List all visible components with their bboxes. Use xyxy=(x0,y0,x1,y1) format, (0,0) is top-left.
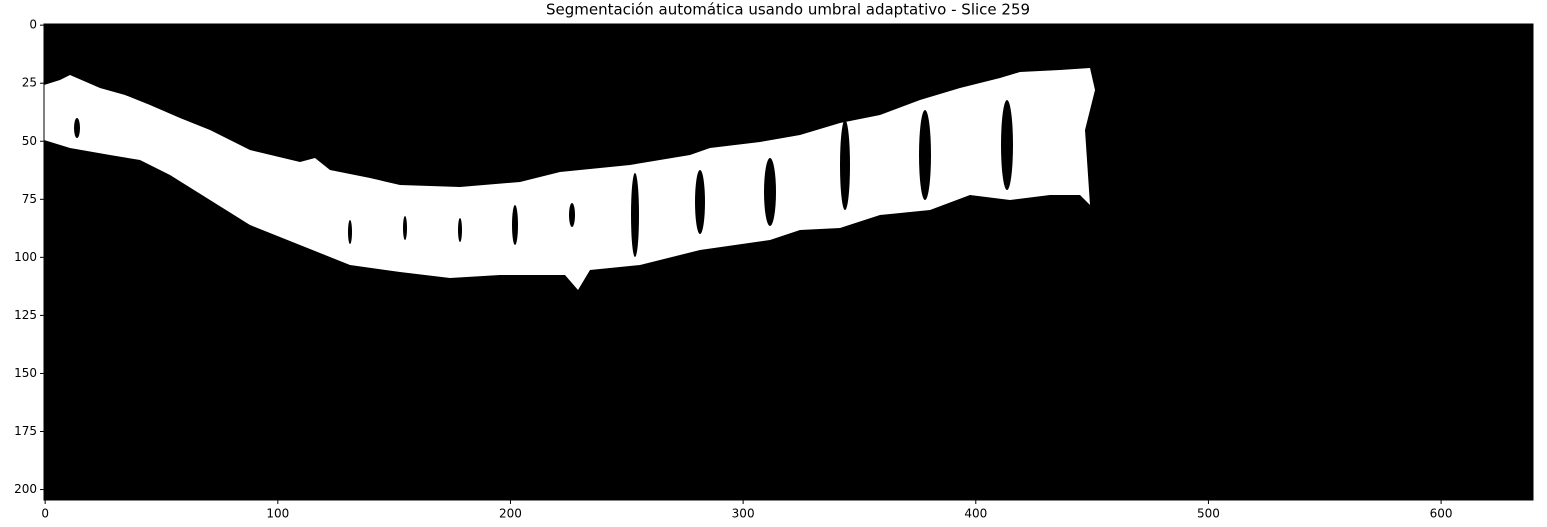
y-tick-label: 25 xyxy=(22,76,37,90)
y-tick-label: 125 xyxy=(14,308,37,322)
x-tick-label: 0 xyxy=(41,507,49,521)
y-tick-label: 0 xyxy=(29,18,37,32)
mask-gaps xyxy=(74,100,1013,257)
x-tick-label: 100 xyxy=(266,507,289,521)
x-tick-label: 200 xyxy=(499,507,522,521)
image-background xyxy=(44,24,1533,500)
y-tick-label: 100 xyxy=(14,250,37,264)
y-tick-label: 75 xyxy=(22,192,37,206)
chart-title: Segmentación automática usando umbral ad… xyxy=(546,1,1030,19)
image xyxy=(44,24,1533,500)
y-tick-label: 150 xyxy=(14,366,37,380)
x-tick-label: 600 xyxy=(1430,507,1453,521)
y-tick-label: 175 xyxy=(14,424,37,438)
axes-frame xyxy=(43,23,1534,501)
segmentation-mask xyxy=(44,68,1095,290)
y-tick-label: 200 xyxy=(14,482,37,496)
y-tick-label: 50 xyxy=(22,134,37,148)
x-tick-label: 500 xyxy=(1197,507,1220,521)
x-tick-label: 400 xyxy=(964,507,987,521)
x-tick-label: 300 xyxy=(732,507,755,521)
